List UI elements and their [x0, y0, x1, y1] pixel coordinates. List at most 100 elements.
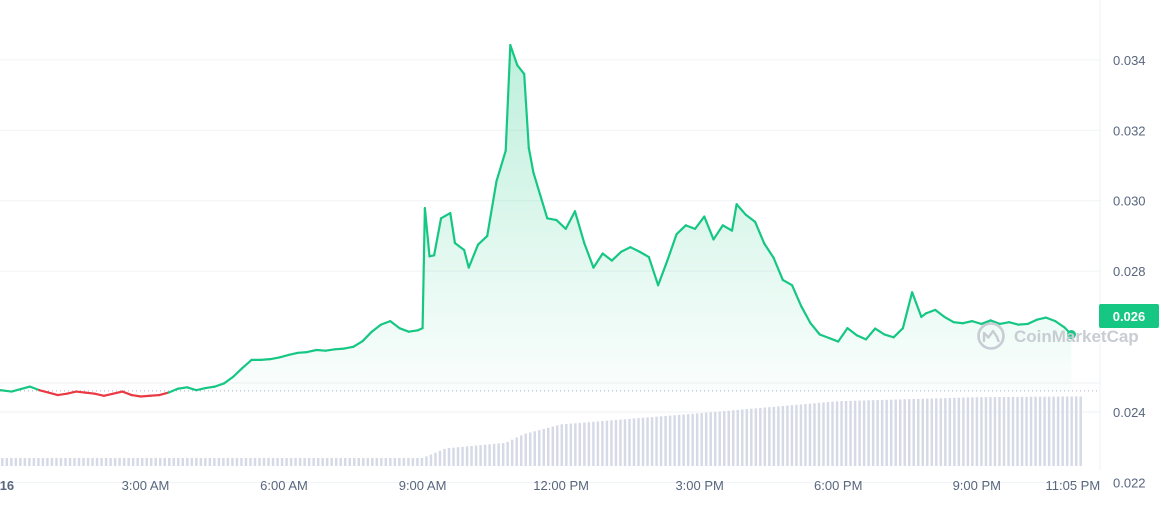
volume-bar: [668, 415, 672, 466]
price-line-segment: [883, 333, 895, 339]
volume-bar: [181, 458, 185, 466]
volume-bar: [407, 458, 410, 466]
price-line-segment: [287, 351, 299, 357]
price-line-segment: [744, 213, 757, 223]
volume-bar: [655, 416, 658, 466]
volume-bar: [371, 458, 374, 466]
volume-bar: [420, 458, 424, 466]
volume-bar: [948, 397, 952, 466]
price-line-segment: [306, 348, 318, 354]
price-line-segment: [195, 386, 207, 392]
price-line-segment: [421, 206, 426, 330]
volume-bar: [686, 414, 690, 466]
volume-bar: [777, 406, 780, 466]
volume-bar: [226, 458, 230, 466]
x-tick-label: 6:00 AM: [260, 478, 308, 493]
x-tick-label: 3:00 PM: [675, 478, 723, 493]
price-line-segment: [546, 217, 558, 222]
price-line-segment: [10, 387, 22, 393]
volume-bar: [826, 402, 830, 466]
volume-bar: [664, 415, 667, 466]
volume-bar: [14, 458, 18, 466]
volume-bar: [118, 458, 121, 466]
volume-bar: [479, 445, 482, 466]
price-line-segment: [781, 278, 794, 287]
volume-bar: [298, 458, 302, 466]
volume-bar: [781, 405, 785, 466]
volume-bar: [677, 414, 681, 466]
watermark-text: CoinMarketCap: [1014, 327, 1139, 346]
volume-bar: [1047, 396, 1051, 466]
price-line-segment: [1017, 322, 1029, 326]
volume-bar: [285, 458, 288, 466]
volume-bar: [506, 441, 509, 466]
price-line-segment: [476, 234, 489, 246]
price-line-segment: [324, 348, 336, 352]
volume-bar: [1079, 396, 1082, 466]
price-line-segment: [1054, 320, 1066, 329]
volume-bar: [867, 400, 870, 466]
volume-bar: [732, 410, 735, 466]
price-line-segment: [610, 250, 623, 262]
price-line-segment: [56, 392, 69, 397]
price-line-segment: [509, 43, 519, 67]
volume-bar: [524, 433, 527, 466]
price-line-segment: [721, 224, 734, 232]
y-tick-label: 0.032: [1113, 123, 1146, 138]
volume-bar: [745, 409, 749, 466]
price-line-segment: [342, 345, 355, 350]
price-line-segment: [998, 321, 1011, 326]
price-line-segment: [463, 248, 470, 269]
volume-bar: [10, 458, 13, 466]
current-price-point[interactable]: [1066, 330, 1076, 340]
price-line-segment: [684, 224, 697, 230]
volume-bar: [601, 421, 604, 466]
price-line-segment: [167, 387, 179, 394]
volume-bar: [470, 445, 473, 466]
volume-bar: [235, 458, 239, 466]
volume-bar: [822, 402, 825, 466]
volume-bar: [131, 458, 135, 466]
price-line-segment: [555, 218, 567, 230]
volume-bar: [249, 458, 252, 466]
volume-bar: [817, 402, 821, 466]
volume-bar: [718, 411, 721, 466]
volume-bar: [375, 458, 379, 466]
volume-bars: [1, 396, 1082, 466]
volume-bar: [935, 398, 938, 466]
price-line-segment: [102, 392, 115, 397]
volume-bar: [357, 458, 361, 466]
volume-bar: [921, 398, 925, 466]
volume-bar: [528, 432, 532, 466]
volume-bar: [876, 400, 879, 466]
volume-bar: [998, 397, 1001, 466]
price-line-segment: [379, 320, 392, 326]
volume-bar: [1074, 396, 1078, 466]
volume-bar: [172, 458, 176, 466]
volume-bar: [510, 439, 514, 466]
volume-bar: [100, 458, 103, 466]
price-line-segment: [629, 246, 641, 253]
volume-bar: [492, 443, 496, 466]
volume-bar: [862, 400, 866, 466]
volume-bar: [149, 458, 153, 466]
volume-bar: [619, 419, 622, 466]
volume-bar: [799, 404, 803, 466]
volume-bar: [1061, 396, 1064, 466]
volume-bar: [289, 458, 293, 466]
volume-bar: [551, 426, 555, 466]
volume-bar: [343, 458, 347, 466]
volume-bar: [316, 458, 320, 466]
volume-bar: [763, 407, 767, 466]
volume-bar: [389, 458, 392, 466]
volume-bar: [55, 458, 58, 466]
price-line-segment: [112, 390, 124, 395]
price-line-segment: [38, 389, 50, 394]
price-line-segment: [952, 321, 965, 325]
volume-bar: [989, 397, 992, 466]
volume-bar: [32, 458, 36, 466]
price-line-segment: [583, 241, 595, 269]
price-line-segment: [943, 315, 955, 324]
volume-bar: [267, 458, 270, 466]
